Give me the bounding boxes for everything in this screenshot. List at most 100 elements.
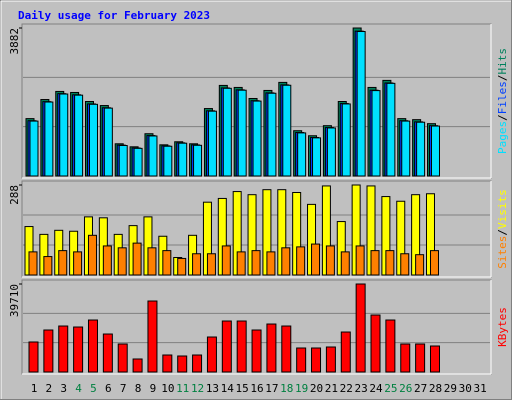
bar [59,93,69,177]
x-tick-label: 8 [135,382,142,395]
bar [325,245,335,276]
x-tick-label: 17 [265,382,278,395]
legend-entry: KBytes [496,307,509,347]
bar [132,358,143,373]
bar [133,147,143,177]
bar [132,242,142,276]
bar [415,343,426,373]
legend-separator: / [496,229,509,236]
bar [282,84,292,177]
bar [207,110,217,177]
bar [74,94,84,177]
bar [429,250,439,276]
bar [311,347,322,373]
x-tick-label: 6 [105,382,112,395]
bar [385,250,395,276]
bar [415,254,425,276]
legend-separator: / [496,75,509,82]
bar [103,107,113,177]
legend-entry: Visits [496,189,509,229]
bar [162,354,173,373]
x-tick-label: 31 [473,382,486,395]
bar [88,103,98,177]
bar [177,355,188,373]
bar [266,323,277,373]
bar [117,343,128,373]
bar [29,120,39,177]
x-tick-label: 28 [429,382,442,395]
legend-entry: Files [496,81,509,114]
bar [162,250,172,276]
bar [429,345,440,373]
bar [370,314,381,373]
bar [297,132,307,177]
bar [177,257,187,276]
bar [416,121,426,177]
x-tick-label: 10 [161,382,174,395]
bar [355,283,366,373]
x-tick-label: 22 [340,382,353,395]
y-tick-label: 39710 [8,284,21,317]
bar [400,343,411,373]
legend-separator: / [496,114,509,121]
x-tick-label: 24 [369,382,383,395]
y-tick-label: 288 [8,185,21,205]
bar [43,329,54,373]
legend-entry: Sites [496,236,509,269]
bar [73,326,84,373]
bar [87,319,98,373]
x-tick-label: 23 [355,382,368,395]
bar [102,245,112,276]
bar [28,341,39,373]
legend-entry: Hits [496,48,509,75]
bar [192,354,203,373]
x-tick-label: 25 [384,382,397,395]
bar [430,125,440,177]
bar [325,346,336,373]
bar [266,251,276,276]
bar [147,247,157,276]
bar [222,87,232,177]
x-tick-label: 26 [399,382,412,395]
bar [236,251,246,276]
legend: Sites/Visits [496,189,509,269]
legend: Pages/Files/Hits [496,48,509,154]
bar [193,144,203,177]
x-tick-label: 11 [176,382,189,395]
bar [326,127,336,177]
x-tick-label: 9 [150,382,157,395]
bar [73,251,83,276]
bar [221,245,231,276]
x-tick-label: 15 [236,382,249,395]
x-tick-label: 29 [444,382,457,395]
x-tick-label: 13 [206,382,219,395]
bar [401,120,411,177]
bar [118,145,128,177]
bar [28,251,38,276]
bar [178,142,188,177]
bar [252,100,262,177]
x-tick-label: 30 [459,382,472,395]
bar [341,103,351,177]
bar [340,331,351,373]
x-tick-label: 16 [250,382,263,395]
x-tick-label: 12 [191,382,204,395]
bar [296,347,307,373]
bar [340,251,350,276]
bar [58,250,68,276]
bar [281,325,292,373]
bar [251,329,262,373]
bar [58,325,69,373]
bar [386,82,396,177]
bar [355,245,365,276]
bar [296,246,306,276]
y-tick-label: 3882 [8,28,21,55]
bar [267,92,277,177]
bar [251,250,261,276]
bar [147,300,158,373]
x-tick-label: 27 [414,382,427,395]
x-tick-label: 5 [90,382,97,395]
bar [312,137,322,177]
legend: KBytes [496,307,509,347]
